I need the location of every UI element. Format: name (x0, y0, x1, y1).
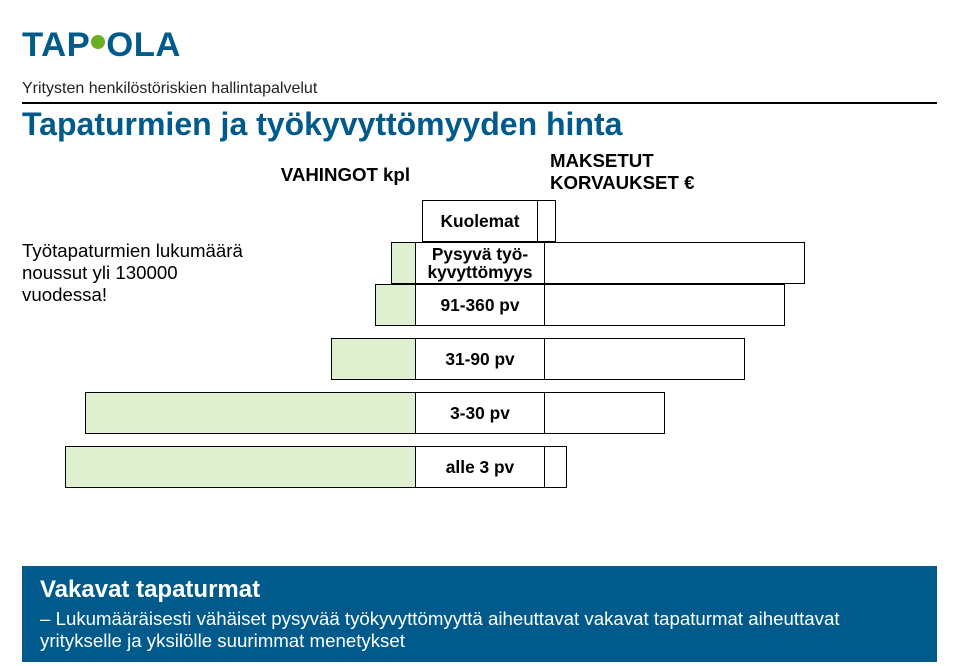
page-subtitle: Yritysten henkilöstöriskien hallintapalv… (22, 80, 937, 104)
category-box: 3-30 pv (415, 392, 545, 434)
page-title: Tapaturmien ja työkyvyttömyyden hinta (22, 106, 622, 143)
category-label: 31-90 pv (441, 348, 518, 370)
chart-header-left: VAHINGOT kpl (281, 164, 410, 186)
chart-header-right: MAKSETUT KORVAUKSET € (550, 150, 720, 194)
subtitle-text: Yritysten henkilöstöriskien hallintapalv… (22, 80, 317, 97)
category-label: Kuolemat (437, 210, 524, 232)
category-box: alle 3 pv (415, 446, 545, 488)
category-label: 3-30 pv (446, 402, 514, 424)
brand-post: OLA (106, 26, 181, 65)
category-label: alle 3 pv (442, 456, 518, 478)
category-box: 31-90 pv (415, 338, 545, 380)
category-box: 91-360 pv (415, 284, 545, 326)
chart-row: Pysyvä työ-kyvyttömyys (80, 242, 880, 284)
chart-row: 31-90 pv (80, 338, 880, 380)
category-label: Pysyvä työ-kyvyttömyys (424, 243, 537, 283)
summary-heading: Vakavat tapaturmat (40, 576, 919, 604)
brand-pre: TAP (22, 26, 90, 65)
summary-box: Vakavat tapaturmat Lukumääräisesti vähäi… (22, 566, 937, 662)
category-label: 91-360 pv (437, 294, 524, 316)
damage-cost-chart: VAHINGOT kpl MAKSETUT KORVAUKSET € Kuole… (80, 158, 880, 538)
chart-row: alle 3 pv (80, 446, 880, 488)
chart-row: 3-30 pv (80, 392, 880, 434)
brand-dot-icon (91, 35, 105, 49)
chart-row: Kuolemat (80, 200, 880, 242)
summary-body: Lukumääräisesti vähäiset pysyvää työkyvy… (40, 608, 919, 652)
category-box: Kuolemat (422, 200, 538, 242)
category-box: Pysyvä työ-kyvyttömyys (415, 242, 545, 284)
brand-logo: TAP OLA (22, 26, 181, 65)
chart-row: 91-360 pv (80, 284, 880, 326)
